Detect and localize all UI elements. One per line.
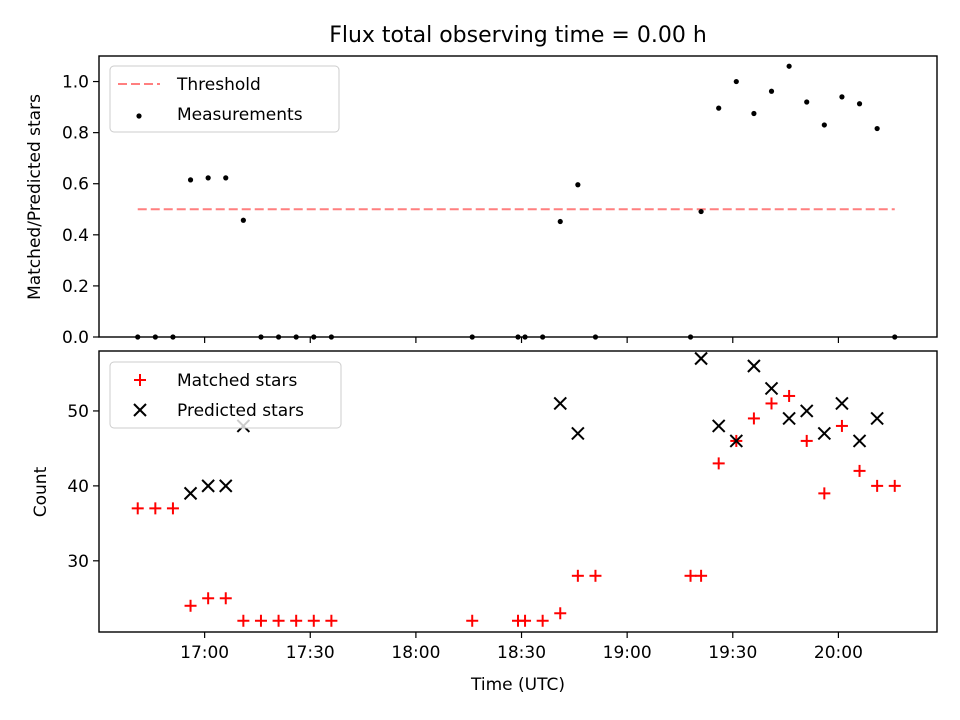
measurement-point (557, 218, 563, 225)
predicted-star-point (817, 426, 832, 441)
legend-measurements-label: Measurements (177, 105, 303, 125)
x-axis-label: Time (UTC) (470, 675, 565, 695)
y-tick-label: 0.2 (62, 277, 89, 297)
predicted-star-point (835, 396, 849, 411)
measurement-point (240, 217, 246, 223)
measurement-point (698, 208, 704, 215)
matched-star-point (695, 569, 708, 582)
predicted-star-point (183, 486, 198, 501)
matched-star-point (536, 614, 549, 627)
measurement-point (856, 101, 863, 107)
predicted-star-point (782, 411, 796, 426)
top-legend: Threshold Measurements (109, 65, 340, 133)
matched-star-point (684, 569, 697, 582)
matched-star-point (800, 434, 813, 447)
measurement-point (187, 177, 194, 183)
matched-star-point (519, 614, 532, 627)
predicted-star-point (201, 479, 215, 493)
x-tick-label: 19:30 (708, 643, 757, 663)
measurement-point (768, 88, 775, 94)
x-tick-label: 17:30 (286, 643, 335, 663)
predicted-star-point (870, 411, 884, 426)
legend-matched-label: Matched stars (177, 371, 297, 391)
measurement-point (786, 63, 792, 69)
matched-star-point (466, 614, 479, 627)
matched-star-point (202, 592, 215, 605)
y-tick-label: 40 (67, 477, 89, 497)
legend-predicted-swatch (133, 403, 147, 417)
matched-star-point (237, 614, 250, 627)
matched-star-point (166, 502, 179, 515)
matched-star-point (888, 479, 901, 492)
matched-star-point (871, 479, 884, 492)
matched-star-point (307, 614, 320, 627)
measurement-point (821, 122, 827, 128)
predicted-star-point (571, 426, 585, 441)
bottom-legend-box (109, 361, 342, 429)
matched-star-point (554, 607, 567, 620)
matched-star-point (589, 569, 602, 582)
measurement-point (205, 175, 211, 181)
x-tick-label: 19:00 (603, 643, 652, 663)
matched-star-point (835, 419, 848, 432)
legend-measurements-swatch (136, 113, 142, 119)
matched-star-point (254, 614, 267, 627)
top-y-axis-label: Matched/Predicted stars (25, 94, 45, 300)
y-tick-label: 0.6 (62, 175, 89, 195)
x-tick-label: 20:00 (814, 643, 863, 663)
predicted-star-point (694, 351, 708, 366)
predicted-star-point (553, 396, 567, 411)
matched-star-point (131, 502, 144, 515)
predicted-star-point (729, 434, 744, 448)
matched-star-point (712, 457, 725, 470)
predicted-star-point (711, 419, 726, 433)
measurement-point (874, 125, 880, 132)
matched-star-point (747, 412, 760, 425)
measurement-point (733, 78, 739, 85)
measurement-point (839, 94, 845, 100)
y-tick-label: 1.0 (62, 73, 89, 93)
top-axes-frame (98, 55, 938, 338)
matched-star-point (149, 502, 162, 515)
bottom-axes-frame (98, 350, 938, 633)
predicted-star-point (764, 381, 779, 396)
chart-title: Flux total observing time = 0.00 h (329, 23, 707, 48)
measurement-point (223, 175, 229, 181)
top-legend-box (109, 65, 340, 133)
bottom-y-axis-label: Count (31, 466, 51, 517)
predicted-star-point (852, 434, 867, 448)
bottom-legend: Matched stars Predicted stars (109, 361, 342, 429)
x-tick-label: 18:00 (391, 643, 440, 663)
matched-star-point (818, 487, 831, 500)
x-tick-label: 17:00 (180, 643, 229, 663)
legend-predicted-label: Predicted stars (177, 401, 304, 421)
matched-star-point (290, 614, 303, 627)
measurement-point (804, 99, 810, 105)
matched-star-point (272, 614, 285, 627)
y-tick-label: 30 (67, 552, 89, 572)
matched-star-point (765, 397, 778, 410)
y-tick-label: 0.0 (62, 328, 89, 348)
matched-star-point (219, 592, 232, 605)
predicted-star-point (747, 359, 761, 373)
matched-star-point (853, 464, 866, 477)
predicted-star-point (219, 479, 233, 493)
y-tick-label: 0.8 (62, 124, 89, 144)
measurement-point (751, 110, 757, 117)
measurement-point (575, 182, 581, 188)
legend-matched-swatch (134, 374, 146, 386)
matched-star-point (184, 599, 197, 612)
bottom-panel: 30 40 50 17:00 17:30 18:00 18:30 19:00 19:30 20:0… (31, 350, 938, 695)
y-tick-label: 50 (67, 402, 89, 422)
x-tick-label: 18:30 (497, 643, 546, 663)
matched-star-point (783, 389, 796, 402)
top-panel: 0.0 0.2 0.4 0.6 0.8 1.0 Matched/Predicted sta… (25, 55, 938, 348)
matched-star-point (325, 614, 338, 627)
matched-star-point (571, 569, 584, 582)
measurement-point (716, 105, 722, 111)
predicted-star-point (800, 404, 814, 418)
legend-threshold-label: Threshold (176, 75, 261, 95)
y-tick-label: 0.4 (62, 226, 89, 246)
